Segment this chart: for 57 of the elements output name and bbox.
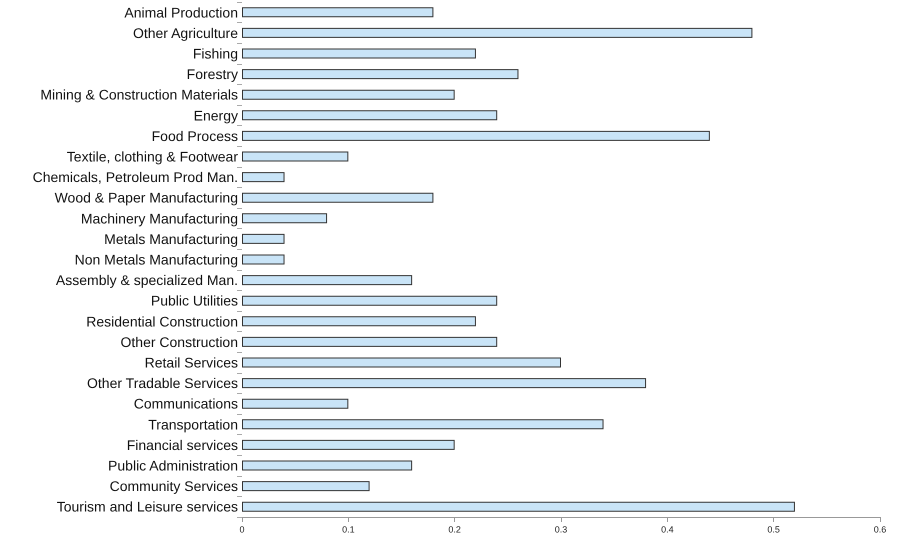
y-tick-label: Retail Services — [144, 354, 238, 370]
bar — [242, 398, 348, 409]
bar — [242, 90, 455, 100]
x-tick-label: 0.6 — [874, 524, 886, 534]
bar — [242, 28, 752, 38]
y-tick-label: Food Process — [152, 128, 238, 144]
y-tick-label: Mining & Construction Materials — [40, 86, 238, 103]
bar — [242, 234, 285, 244]
y-tick-label: Non Metals Manufacturing — [74, 252, 238, 268]
bar — [242, 69, 518, 80]
bar — [242, 213, 328, 224]
y-tick-label: Energy — [194, 107, 238, 124]
bar — [242, 296, 498, 306]
y-tick-label: Fishing — [192, 46, 238, 62]
x-tick-label: 0 — [239, 524, 245, 534]
y-tick-label: Community Services — [110, 478, 238, 494]
y-tick-label: Other Construction — [120, 334, 238, 350]
y-tick-label: Transportation — [148, 416, 238, 432]
bar — [242, 419, 604, 430]
bar — [242, 275, 412, 286]
bar — [242, 152, 348, 162]
x-tick-label: 0.4 — [661, 524, 674, 534]
bar — [242, 172, 285, 182]
y-tick-label: Assembly & specialized Man. — [56, 272, 238, 288]
bar — [242, 48, 476, 58]
y-tick-label: Other Tradable Services — [87, 375, 238, 392]
y-tick-label: Public Utilities — [150, 292, 238, 309]
y-tick-label: Residential Construction — [86, 313, 238, 330]
bar — [242, 358, 561, 368]
y-tick-label: Other Agriculture — [132, 24, 238, 41]
bar — [242, 316, 476, 326]
bar — [242, 130, 710, 141]
y-tick-label: Tourism and Leisure services — [56, 498, 238, 515]
x-tick-label: 0.2 — [448, 524, 461, 534]
y-tick-label: Wood & Paper Manufacturing — [54, 190, 238, 206]
y-tick-label: Financial services — [126, 436, 238, 453]
bar — [242, 336, 498, 347]
y-tick-label: Public Administration — [108, 458, 238, 474]
bar — [242, 502, 795, 512]
y-tick-label: Textile, clothing & Footwear — [66, 148, 238, 164]
y-tick-label: Metals Manufacturing — [104, 230, 238, 247]
x-tick-label: 0.5 — [767, 524, 780, 534]
bar — [242, 192, 434, 203]
bar — [242, 481, 370, 492]
bar — [242, 440, 455, 450]
y-tick-label: Animal Production — [124, 4, 238, 20]
x-tick-label: 0.1 — [342, 524, 355, 534]
y-tick-label: Forestry — [186, 66, 238, 82]
bar — [242, 460, 412, 470]
bar — [242, 254, 285, 264]
x-tick-label: 0.3 — [554, 524, 568, 534]
bar — [242, 110, 498, 120]
y-tick-label: Machinery Manufacturing — [80, 210, 238, 226]
bar — [242, 378, 646, 388]
y-tick-label: Communications — [134, 396, 238, 412]
bar — [242, 7, 434, 18]
y-tick-label: Chemicals, Petroleum Prod Man. — [32, 169, 238, 186]
